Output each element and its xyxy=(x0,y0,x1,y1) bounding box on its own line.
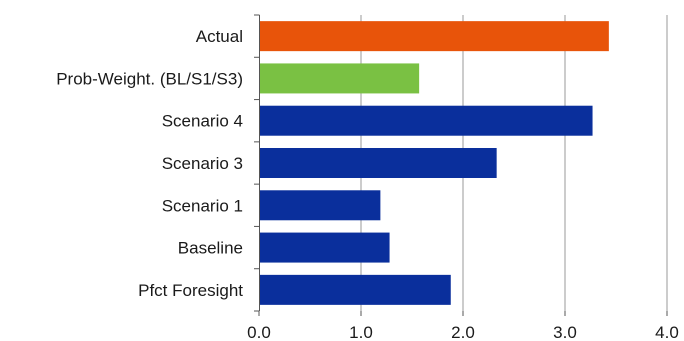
x-tick-label: 4.0 xyxy=(655,323,679,341)
category-label: Baseline xyxy=(178,239,243,258)
x-tick-label: 3.0 xyxy=(553,323,577,341)
category-label: Actual xyxy=(196,27,243,46)
category-label: Scenario 1 xyxy=(162,196,243,215)
x-tick-label: 2.0 xyxy=(451,323,475,341)
category-label: Pfct Foresight xyxy=(138,281,243,300)
x-tick-label: 1.0 xyxy=(349,323,373,341)
bar xyxy=(260,148,497,178)
x-tick-label: 0.0 xyxy=(247,323,271,341)
bar xyxy=(260,21,609,52)
category-label: Scenario 4 xyxy=(162,112,243,131)
label-layer: 0.0 1.0 2.0 3.0 4.0 Actual Prob-Weight. (BL/S1… xyxy=(56,27,679,341)
bar xyxy=(260,232,390,263)
bar xyxy=(260,105,593,136)
bar xyxy=(260,63,420,94)
bar xyxy=(260,274,451,305)
category-label: Scenario 3 xyxy=(162,154,243,173)
bar xyxy=(260,190,381,221)
axis-layer xyxy=(254,14,668,316)
bar-layer xyxy=(260,21,609,305)
category-label: Prob-Weight. (BL/S1/S3) xyxy=(56,69,243,88)
